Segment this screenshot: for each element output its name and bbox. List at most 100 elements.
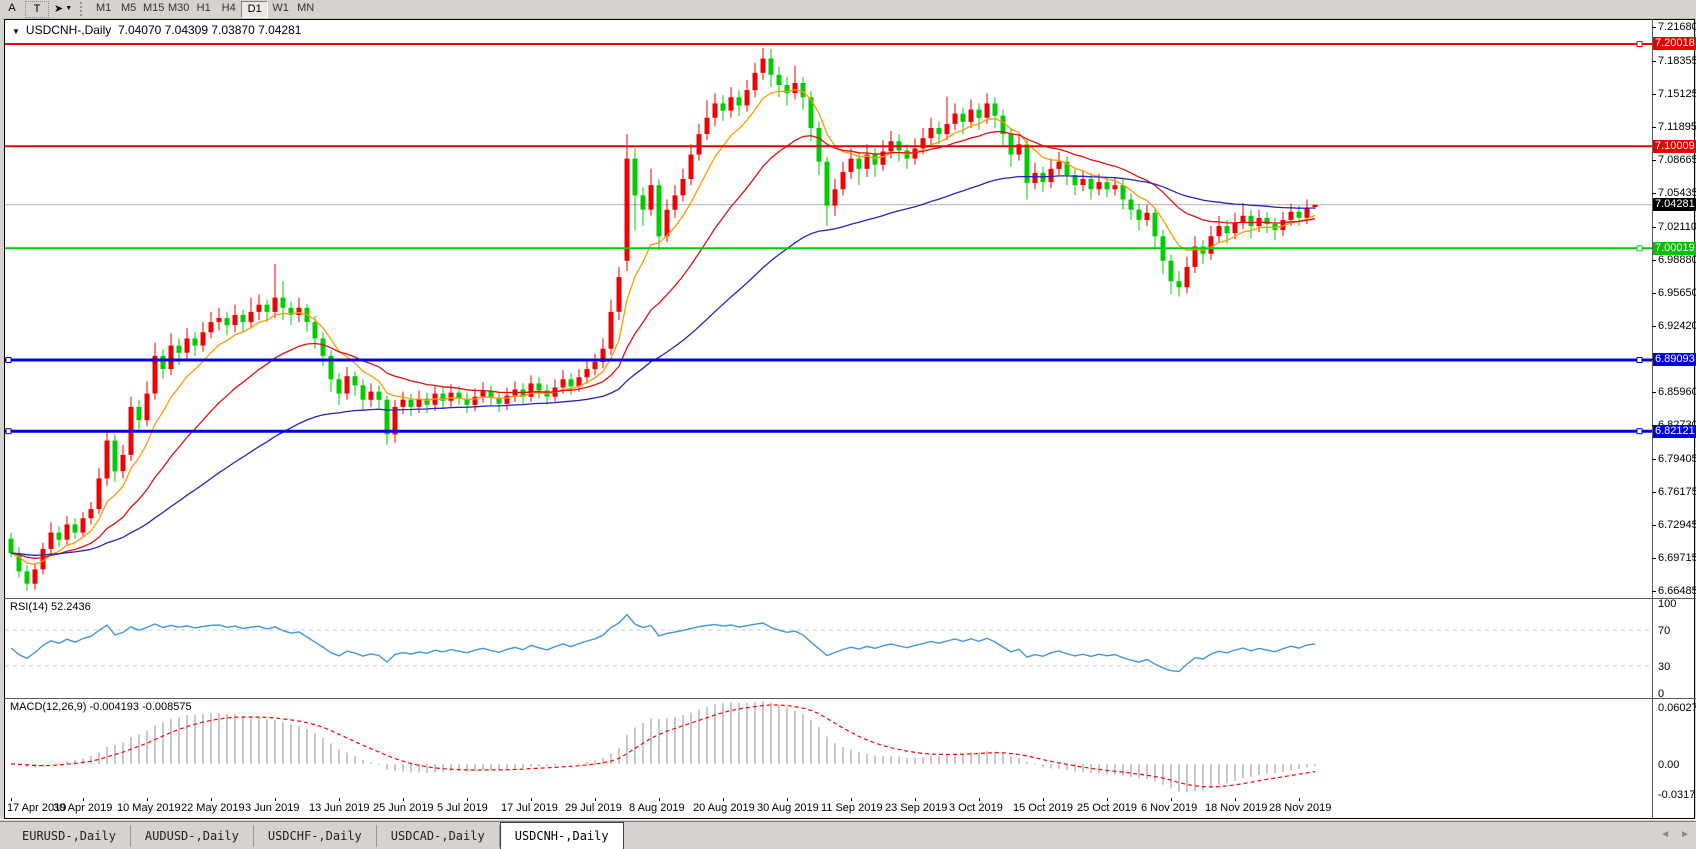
rsi-panel — [5, 613, 1652, 673]
date-label: 11 Sep 2019 — [821, 802, 883, 814]
panel-separator-macd[interactable] — [4, 698, 1696, 699]
chart-tab-usdchf[interactable]: USDCHF-,Daily — [254, 825, 377, 847]
timeframe-button-m30[interactable]: M30 — [167, 2, 190, 14]
toolbar-separator — [80, 2, 87, 16]
price-tick — [1652, 392, 1656, 393]
dropdown-caret-icon[interactable]: ▼ — [65, 4, 73, 12]
date-tick — [211, 798, 212, 801]
date-label: 18 Nov 2019 — [1205, 802, 1268, 814]
timeframe-button-d1[interactable]: D1 — [241, 0, 269, 18]
timeframe-buttons: M1 M5 M15 M30 H1 H4 D1 W1 MN — [91, 0, 318, 18]
price-tick-label: 6.79405 — [1658, 453, 1696, 465]
date-tick — [1171, 798, 1172, 801]
timeframe-button-m15[interactable]: M15 — [142, 2, 165, 14]
chart-tab-usdcnh[interactable]: USDCNH-,Daily — [499, 822, 624, 849]
date-tick — [1107, 798, 1108, 801]
price-badge: 7.10009 — [1653, 140, 1696, 153]
chart-tab-usdcad[interactable]: USDCAD-,Daily — [377, 825, 500, 847]
timeframe-button-mn[interactable]: MN — [297, 2, 315, 14]
date-tick — [339, 798, 340, 801]
date-label: 29 Jul 2019 — [565, 802, 622, 814]
price-tick — [1652, 27, 1656, 28]
date-label: 17 Jul 2019 — [501, 802, 558, 814]
chart-tab-eurusd[interactable]: EURUSD-,Daily — [8, 825, 131, 847]
price-tick — [1652, 227, 1656, 228]
date-tick — [1235, 798, 1236, 801]
date-label: 5 Jul 2019 — [437, 802, 488, 814]
ma-line-1 — [10, 130, 1316, 560]
price-tick-label: 6.92420 — [1658, 320, 1696, 332]
macd-indicator-label: MACD(12,26,9) -0.004193 -0.008575 — [10, 701, 192, 713]
date-tick — [531, 798, 532, 801]
price-tick-label: 6.85960 — [1658, 386, 1696, 398]
drawing-tools: A T ➤ ▼ — [0, 0, 76, 18]
price-tick — [1652, 260, 1656, 261]
price-tick-label: 6.72945 — [1658, 519, 1696, 531]
rsi-indicator-label: RSI(14) 52.2436 — [10, 601, 91, 613]
timeframe-button-h1[interactable]: H1 — [196, 2, 211, 14]
macd-signal-line — [10, 704, 1316, 788]
price-tick-label: 6.69715 — [1658, 552, 1696, 564]
date-label: 3 Jun 2019 — [245, 802, 300, 814]
timeframe-button-h4[interactable]: H4 — [221, 2, 236, 14]
price-tick-label: 7.02110 — [1658, 221, 1696, 233]
date-label: 28 Nov 2019 — [1269, 802, 1332, 814]
date-tick — [723, 798, 724, 801]
tab-scroll-right-icon[interactable]: ► — [1680, 829, 1690, 840]
toolbar: A T ➤ ▼ M1 M5 M15 M30 H1 H4 D1 W1 MN — [0, 0, 1696, 19]
date-label: 3 Oct 2019 — [949, 802, 1003, 814]
price-tick-label: 7.11895 — [1658, 121, 1696, 133]
panel-separator-rsi[interactable] — [4, 598, 1696, 599]
date-label: 8 Aug 2019 — [629, 802, 685, 814]
date-tick — [979, 798, 980, 801]
ma-line-0 — [10, 89, 1316, 566]
chart-tab-audusd[interactable]: AUDUSD-,Daily — [131, 825, 254, 847]
symbol-period-label: USDCNH-,Daily — [25, 23, 112, 37]
date-tick — [1043, 798, 1044, 801]
timeframe-button-m5[interactable]: M5 — [121, 2, 137, 14]
date-label: 10 May 2019 — [117, 802, 181, 814]
date-label: 15 Oct 2019 — [1013, 802, 1073, 814]
date-tick — [11, 798, 12, 801]
price-tick — [1652, 558, 1656, 559]
date-label: 30 Aug 2019 — [757, 802, 819, 814]
rsi-tick-label: 70 — [1658, 625, 1671, 637]
font-tool-button[interactable]: A — [8, 2, 16, 14]
date-tick — [403, 798, 404, 801]
date-tick — [659, 798, 660, 801]
time-axis[interactable]: 17 Apr 2019 30 Apr 2019 10 May 2019 22 May … — [5, 798, 1652, 818]
date-label: 20 Aug 2019 — [693, 802, 755, 814]
macd-tick-label: -0.031725 — [1658, 789, 1696, 801]
price-badge: 7.20018 — [1653, 37, 1696, 50]
support-resistance-lines[interactable] — [5, 41, 1652, 435]
price-badge: 6.89093 — [1653, 353, 1696, 366]
price-tick — [1652, 160, 1656, 161]
price-tick-label: 7.05435 — [1658, 187, 1696, 199]
price-tick-label: 6.98880 — [1658, 254, 1696, 266]
price-chart-canvas[interactable] — [5, 20, 1652, 798]
price-tick-label: 6.76175 — [1658, 486, 1696, 498]
date-label: 25 Jun 2019 — [373, 802, 434, 814]
price-axis-line — [1652, 19, 1653, 819]
date-tick — [275, 798, 276, 801]
text-tool-button[interactable]: T — [25, 0, 49, 18]
collapse-triangle-icon[interactable]: ▼ — [12, 27, 20, 36]
price-tick — [1652, 61, 1656, 62]
price-tick — [1652, 492, 1656, 493]
timeframe-button-w1[interactable]: W1 — [272, 2, 289, 14]
cursor-tool-button[interactable]: ➤ ▼ — [54, 2, 73, 15]
chart-window[interactable] — [4, 19, 1695, 819]
date-tick — [787, 798, 788, 801]
date-label: 23 Sep 2019 — [885, 802, 948, 814]
price-tick — [1652, 525, 1656, 526]
date-label: 25 Oct 2019 — [1077, 802, 1137, 814]
date-label: 13 Jun 2019 — [309, 802, 370, 814]
price-tick-label: 7.15125 — [1658, 88, 1696, 100]
ohlc-values: 7.04070 7.04309 7.03870 7.04281 — [117, 23, 302, 37]
macd-tick-label: 0.060273 — [1658, 702, 1696, 714]
macd-tick-label: 0.00 — [1658, 759, 1680, 771]
timeframe-button-m1[interactable]: M1 — [96, 2, 112, 14]
tab-scroll-left-icon[interactable]: ◄ — [1660, 829, 1671, 840]
chart-tabbar: EURUSD-,Daily AUDUSD-,Daily USDCHF-,Daily U… — [0, 819, 1696, 849]
